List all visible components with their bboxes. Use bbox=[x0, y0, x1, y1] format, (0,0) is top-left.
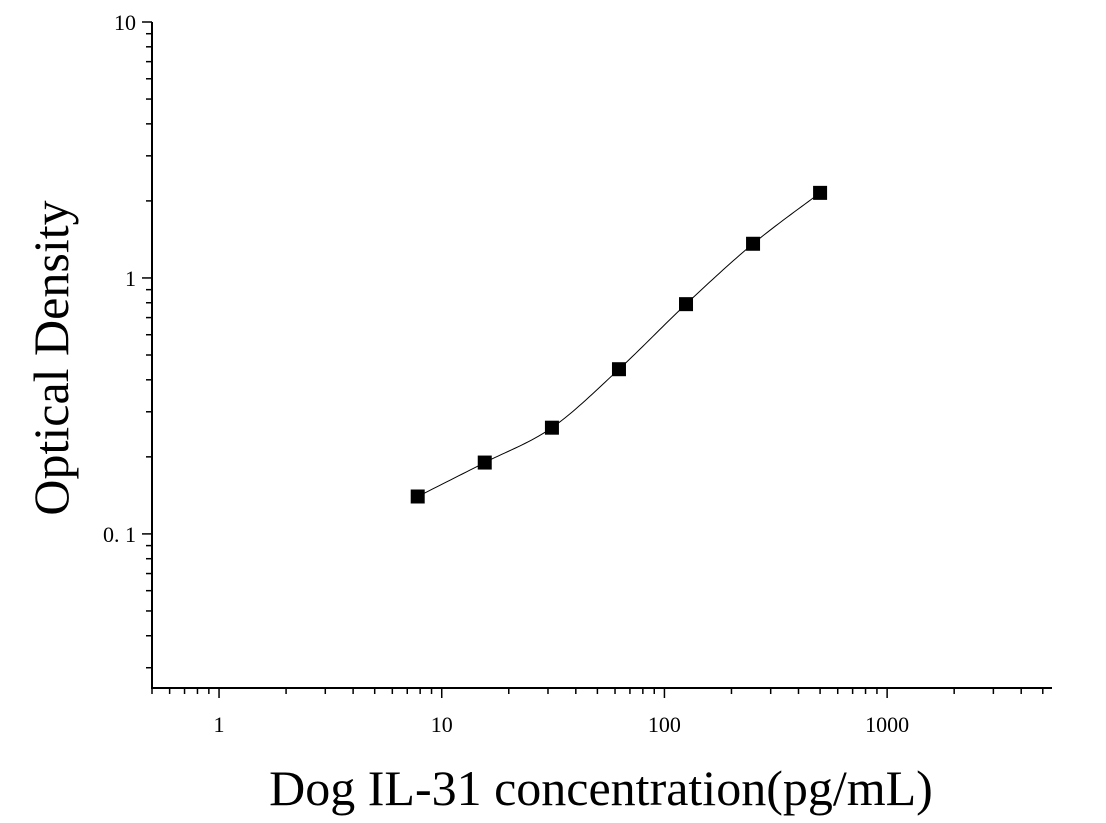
x-tick-label: 1000 bbox=[865, 712, 909, 737]
x-axis-tick-labels: 1 10 100 1000 bbox=[214, 712, 910, 737]
y-tick-label: 1 bbox=[125, 266, 136, 291]
data-point bbox=[477, 455, 492, 470]
x-tick-label: 1 bbox=[214, 712, 225, 737]
x-tick-label: 10 bbox=[431, 712, 453, 737]
x-axis-title: Dog IL-31 concentration(pg/mL) bbox=[269, 760, 933, 816]
y-tick-label: 0. 1 bbox=[103, 522, 136, 547]
y-axis-title: Optical Density bbox=[23, 200, 79, 515]
y-axis-ticks bbox=[142, 21, 152, 669]
plot-area: 1 10 100 1000 0. 1 1 10 bbox=[103, 10, 1052, 737]
data-markers bbox=[410, 185, 828, 504]
x-tick-label: 100 bbox=[648, 712, 681, 737]
x-axis-ticks bbox=[151, 688, 1044, 698]
y-tick-label: 10 bbox=[114, 10, 136, 35]
data-point bbox=[679, 297, 694, 312]
data-point bbox=[746, 236, 761, 251]
y-axis-tick-labels: 0. 1 1 10 bbox=[103, 10, 136, 547]
data-point bbox=[410, 489, 425, 504]
data-point bbox=[611, 362, 626, 377]
data-point bbox=[813, 185, 828, 200]
data-point bbox=[544, 420, 559, 435]
